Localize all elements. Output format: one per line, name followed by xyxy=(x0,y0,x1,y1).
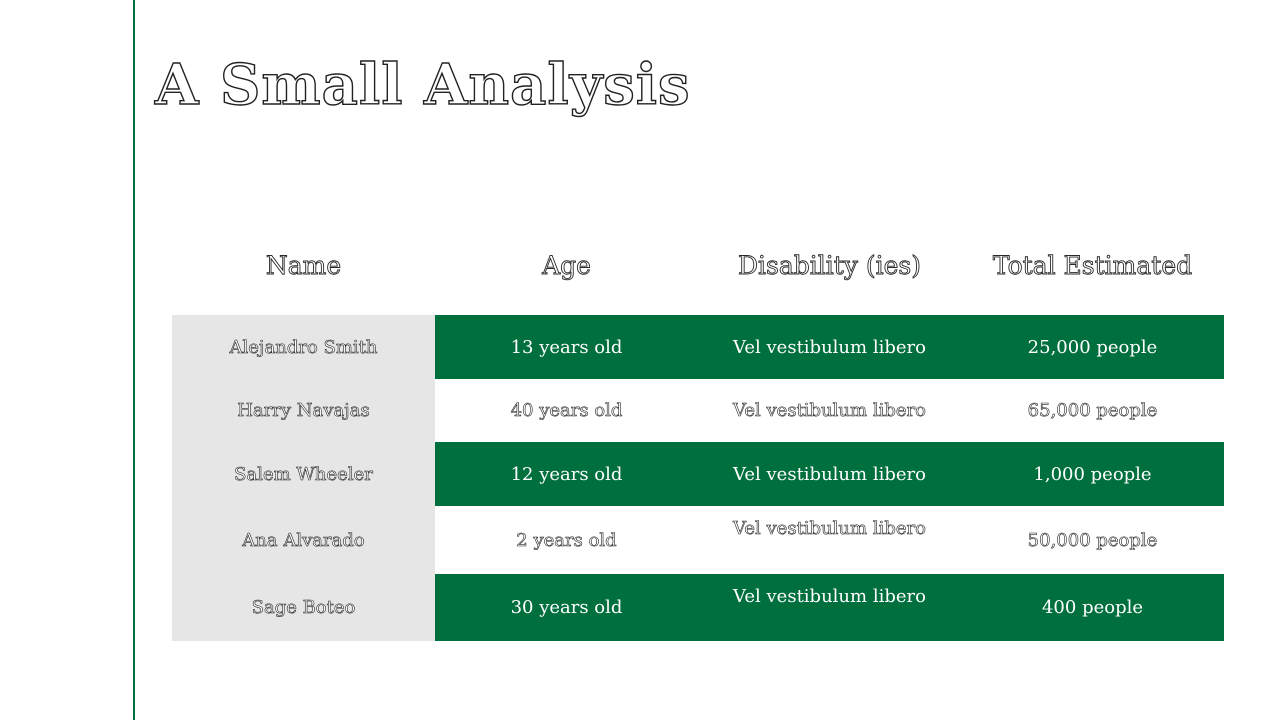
cell-total: 400 people xyxy=(961,574,1224,641)
cell-disability: Vel vestibulum libero xyxy=(698,442,961,506)
cell-name: Sage Boteo xyxy=(172,574,435,641)
table-row: Ana Alvarado 2 years old Vel vestibulum … xyxy=(172,506,1224,574)
table-header-row: Name Age Disability (ies) Total Estimate… xyxy=(172,232,1224,298)
header-total-estimated: Total Estimated xyxy=(992,250,1193,280)
cell-disability: Vel vestibulum libero xyxy=(698,506,961,574)
cell-name: Salem Wheeler xyxy=(172,442,435,506)
cell-disability: Vel vestibulum libero xyxy=(698,379,961,442)
table-row: Sage Boteo 30 years old Vel vestibulum l… xyxy=(172,574,1224,641)
cell-disability: Vel vestibulum libero xyxy=(698,574,961,641)
cell-name: Harry Navajas xyxy=(172,379,435,442)
slide-title: A Small Analysis xyxy=(154,51,691,118)
header-name: Name xyxy=(265,250,342,280)
header-age: Age xyxy=(542,250,592,280)
cell-total: 25,000 people xyxy=(961,315,1224,379)
cell-total: 50,000 people xyxy=(961,506,1224,574)
accent-divider-line xyxy=(133,0,135,720)
cell-total: 65,000 people xyxy=(961,379,1224,442)
cell-disability: Vel vestibulum libero xyxy=(698,315,961,379)
header-disability: Disability (ies) xyxy=(737,250,922,280)
cell-age: 2 years old xyxy=(435,506,698,574)
cell-age: 13 years old xyxy=(435,315,698,379)
cell-age: 12 years old xyxy=(435,442,698,506)
cell-age: 30 years old xyxy=(435,574,698,641)
data-table: Name Age Disability (ies) Total Estimate… xyxy=(172,232,1224,641)
table-row: Alejandro Smith 13 years old Vel vestibu… xyxy=(172,315,1224,379)
cell-name: Alejandro Smith xyxy=(172,315,435,379)
cell-name: Ana Alvarado xyxy=(172,506,435,574)
cell-total: 1,000 people xyxy=(961,442,1224,506)
table-row: Salem Wheeler 12 years old Vel vestibulu… xyxy=(172,442,1224,506)
cell-age: 40 years old xyxy=(435,379,698,442)
table-row: Harry Navajas 40 years old Vel vestibulu… xyxy=(172,379,1224,442)
